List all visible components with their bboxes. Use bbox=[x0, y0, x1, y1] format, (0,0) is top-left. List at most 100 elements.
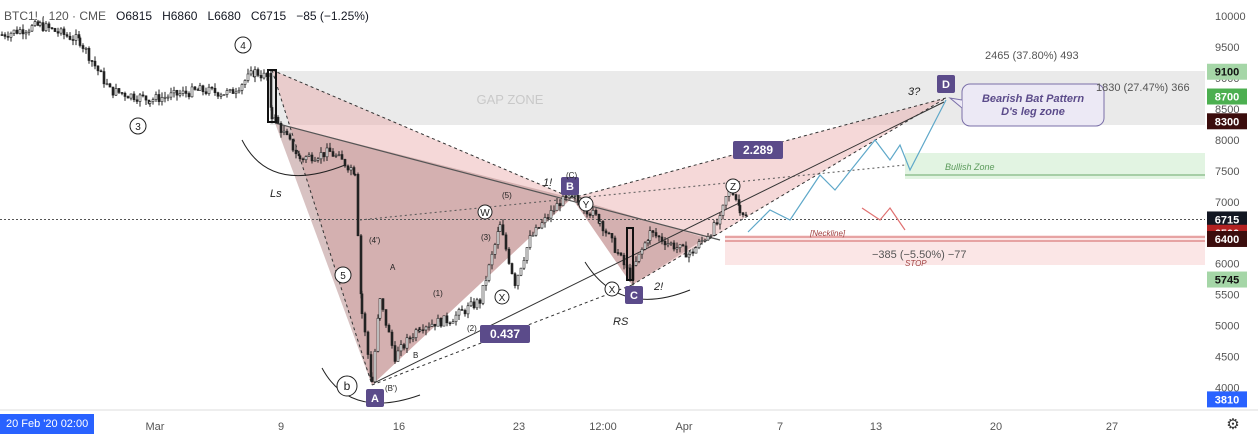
candle-body bbox=[334, 155, 338, 157]
ratio-0437: 0.437 bbox=[490, 327, 520, 341]
point-b-label: B bbox=[566, 181, 574, 193]
wave-x-label: X bbox=[499, 293, 506, 304]
wave-1-paren: (1) bbox=[433, 289, 443, 298]
candle-body bbox=[47, 23, 51, 29]
wave-4-label: 4 bbox=[240, 41, 246, 52]
candle-body bbox=[340, 154, 344, 160]
candle-body bbox=[154, 94, 158, 100]
candle-body bbox=[439, 318, 443, 327]
candle-body bbox=[331, 151, 335, 157]
candle-body bbox=[249, 70, 253, 75]
candle-body bbox=[190, 86, 194, 98]
candle-body bbox=[706, 236, 710, 241]
candle-body bbox=[84, 48, 88, 50]
candle-body bbox=[675, 247, 679, 250]
close-value: C6715 bbox=[250, 9, 287, 23]
wave-a-small: A bbox=[390, 263, 396, 272]
price-label-6400: 6400 bbox=[1215, 234, 1239, 246]
candle-body bbox=[460, 309, 464, 311]
x-tick-4: 12:00 bbox=[589, 421, 617, 433]
candle-body bbox=[87, 48, 91, 61]
candle-body bbox=[117, 88, 121, 93]
candle-body bbox=[646, 240, 650, 244]
price-label-8300: 8300 bbox=[1215, 116, 1239, 128]
candle-body bbox=[654, 232, 658, 237]
gear-icon[interactable]: ⚙ bbox=[1226, 416, 1240, 433]
bullish-zone-label: Bullish Zone bbox=[945, 162, 995, 172]
candle-body bbox=[513, 273, 517, 286]
candle-body bbox=[576, 194, 580, 202]
candle-body bbox=[210, 86, 214, 89]
candle-body bbox=[610, 233, 614, 239]
candle-body bbox=[207, 86, 211, 94]
point-c-label-bg bbox=[625, 286, 643, 304]
y-tick-7500: 7500 bbox=[1215, 166, 1239, 178]
candle-body bbox=[349, 167, 353, 171]
candle-body bbox=[96, 65, 100, 72]
ratio-2289-bg bbox=[733, 141, 783, 159]
candle-body bbox=[528, 235, 532, 248]
candle-body bbox=[390, 331, 394, 346]
candle-body bbox=[304, 156, 308, 161]
candle-body bbox=[204, 91, 208, 94]
candle-body bbox=[507, 248, 511, 264]
candle-body bbox=[448, 322, 452, 325]
candle-body bbox=[411, 337, 415, 340]
wave-3-paren: (3) bbox=[481, 233, 491, 242]
candle-body bbox=[724, 196, 728, 206]
candle-body bbox=[481, 284, 485, 304]
x-tick-2: 16 bbox=[393, 421, 405, 433]
candle-body bbox=[700, 240, 704, 242]
candle-body bbox=[231, 89, 235, 94]
candle-body bbox=[78, 37, 82, 46]
candle-body bbox=[660, 236, 664, 242]
y-tick-6000: 6000 bbox=[1215, 259, 1239, 271]
candle-body bbox=[498, 224, 502, 232]
candle-body bbox=[684, 245, 688, 258]
candle-body bbox=[178, 93, 182, 96]
candle-body bbox=[487, 264, 491, 281]
candle-body bbox=[234, 91, 238, 94]
candle-body bbox=[301, 158, 305, 161]
candle-body bbox=[393, 345, 397, 362]
candle-body bbox=[570, 195, 574, 198]
candle-body bbox=[196, 89, 200, 91]
candle-body bbox=[376, 317, 380, 352]
candle-body bbox=[38, 22, 42, 26]
candle-body bbox=[12, 29, 16, 34]
candle-body bbox=[93, 60, 97, 67]
measure-up2-label: 1830 (27.47%) 366 bbox=[1096, 82, 1190, 94]
candle-body bbox=[313, 159, 317, 162]
stop-label: STOP bbox=[905, 259, 927, 268]
candle-body bbox=[282, 130, 286, 133]
price-label-3810-bg bbox=[1207, 391, 1247, 408]
wave-3-label-circle bbox=[129, 117, 147, 135]
wave-b-paren: (B') bbox=[385, 384, 398, 393]
candle-body bbox=[436, 318, 440, 327]
wave-b-small: B bbox=[413, 351, 418, 360]
candle-body bbox=[228, 89, 232, 92]
wave-x2-label-circle bbox=[604, 281, 620, 297]
candle-body bbox=[721, 204, 725, 216]
candle-body bbox=[540, 222, 544, 229]
candle-body bbox=[151, 99, 155, 102]
candle-body bbox=[74, 34, 78, 41]
point-d-label: D bbox=[942, 79, 950, 91]
candle-body bbox=[546, 217, 550, 219]
candle-body bbox=[637, 253, 641, 262]
point-a-label-bg bbox=[366, 389, 384, 407]
candle-body bbox=[71, 39, 75, 41]
candle-body bbox=[270, 107, 274, 120]
x-tick-1: 9 bbox=[278, 421, 284, 433]
wave-y-label: Y bbox=[583, 200, 590, 211]
candle-body bbox=[253, 69, 257, 78]
candle-body bbox=[291, 138, 295, 151]
point-c-label: C bbox=[630, 290, 638, 302]
candle-body bbox=[504, 234, 508, 250]
big-candle-2 bbox=[626, 227, 634, 281]
candle-body bbox=[240, 84, 244, 91]
symbol-label: BTC1! · 120 · CME bbox=[4, 9, 107, 23]
xab-inner bbox=[275, 123, 572, 385]
